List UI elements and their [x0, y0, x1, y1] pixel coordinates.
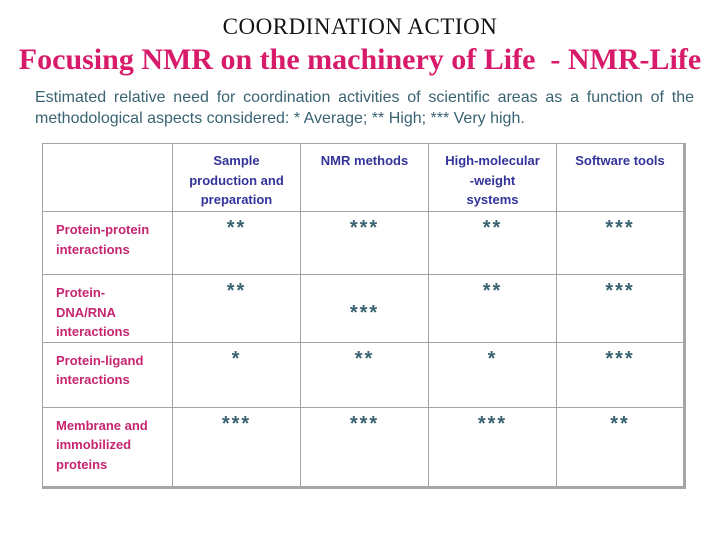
rating-cell: ***: [300, 274, 429, 343]
row-label-protein-dna-rna: Protein- DNA/RNA interactions: [42, 274, 173, 343]
row-label-membrane-proteins: Membrane and immobilized proteins: [42, 406, 173, 488]
slide-root: COORDINATION ACTION Focusing NMR on the …: [0, 14, 720, 554]
rating-cell: **: [556, 406, 685, 488]
rating-cell: ***: [556, 274, 685, 343]
table-row: Protein-ligand interactions * ** * ***: [42, 341, 685, 408]
rating-cell: ***: [428, 406, 557, 488]
kicker-heading: COORDINATION ACTION: [222, 14, 498, 39]
row-label-protein-ligand: Protein-ligand interactions: [42, 341, 173, 408]
column-header-empty: [42, 143, 173, 213]
rating-cell: ***: [300, 211, 429, 276]
rating-cell: *: [172, 341, 301, 408]
rating-cell: ***: [556, 211, 685, 276]
row-label-protein-protein: Protein-protein interactions: [42, 211, 173, 276]
column-header-sample-production: Sample production and preparation: [172, 143, 301, 213]
rating-cell: **: [428, 211, 557, 276]
rating-cell: **: [428, 274, 557, 343]
rating-cell: **: [300, 341, 429, 408]
rating-cell: ***: [556, 341, 685, 408]
rating-cell: **: [172, 211, 301, 276]
column-header-high-molecular-weight: High-molecular -weight systems: [428, 143, 557, 213]
table-row: Membrane and immobilized proteins *** **…: [42, 406, 685, 488]
rating-cell: ***: [172, 406, 301, 488]
table-row: Protein-protein interactions ** *** ** *…: [42, 211, 685, 276]
column-header-nmr-methods: NMR methods: [300, 143, 429, 213]
rating-cell: *: [428, 341, 557, 408]
description-text: Estimated relative need for coordination…: [35, 89, 694, 128]
rating-cell: **: [172, 274, 301, 343]
table-row: Protein- DNA/RNA interactions ** *** ** …: [42, 274, 685, 343]
needs-table: Sample production and preparation NMR me…: [42, 143, 686, 489]
header-row: Sample production and preparation NMR me…: [42, 143, 685, 213]
rating-cell: ***: [300, 406, 429, 488]
page-title: Focusing NMR on the machinery of Life - …: [18, 43, 702, 76]
column-header-software-tools: Software tools: [556, 143, 685, 213]
